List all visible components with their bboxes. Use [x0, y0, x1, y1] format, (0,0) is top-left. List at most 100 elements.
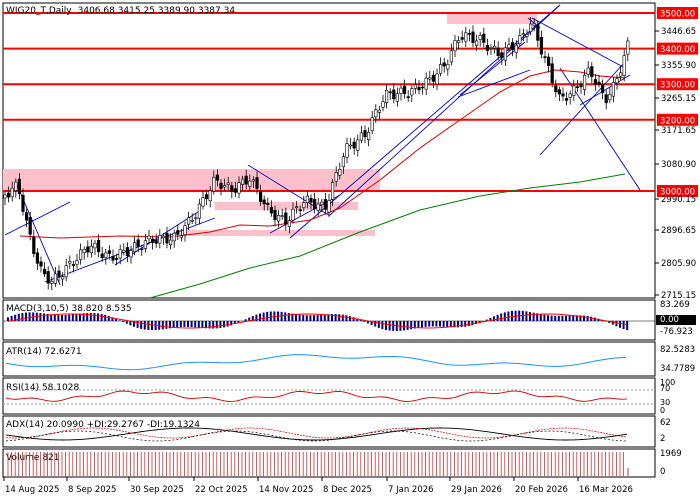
macd-bar-77 [284, 312, 287, 321]
macd-bar-52 [194, 321, 197, 328]
macd-bar-73 [269, 311, 272, 321]
trendline-11 [531, 17, 626, 69]
macd-bar-94 [345, 315, 348, 321]
level-label-3: 3200.00 [660, 116, 695, 126]
macd-bar-116 [424, 321, 427, 327]
candle-body-112 [406, 96, 410, 98]
macd-bar-49 [183, 321, 186, 327]
macd-bar-44 [165, 321, 168, 329]
macd-bar-78 [287, 312, 290, 321]
candle-body-94 [341, 156, 346, 168]
candle-body-160 [579, 84, 583, 88]
macd-bar-46 [172, 321, 175, 328]
macd-bar-133 [485, 319, 488, 321]
macd-bar-167 [608, 321, 611, 324]
candle-body-85 [309, 197, 313, 203]
time-label-4: 14 Nov 2025 [259, 485, 313, 495]
macd-bar-106 [388, 321, 391, 331]
macd-bar-34 [129, 321, 132, 326]
moving-averages [19, 69, 626, 299]
macd-bar-147 [536, 313, 539, 321]
macd-bar-82 [302, 314, 305, 321]
candle-body-12 [46, 271, 50, 284]
macd-bar-37 [140, 321, 143, 329]
macd-bar-102 [374, 321, 377, 327]
candle-body-169 [611, 82, 615, 97]
macd-bar-98 [359, 320, 362, 321]
atr-label: ATR(14) 72.6271 [6, 347, 82, 357]
macd-bar-107 [392, 321, 395, 331]
candle-body-96 [348, 144, 353, 147]
candle-body-0 [3, 194, 7, 199]
adx-tick-1: 2 [660, 434, 665, 444]
candle-body-19 [71, 264, 75, 266]
candle-body-131 [474, 40, 479, 46]
macd-bar-66 [244, 319, 247, 321]
candle-body-117 [424, 77, 428, 90]
candle-body-170 [615, 78, 619, 84]
candle-body-101 [366, 131, 371, 140]
macd-bar-68 [251, 316, 254, 321]
level-label-4: 3000.00 [660, 188, 695, 198]
macd-signal-line [7, 313, 627, 329]
candle-body-42 [154, 240, 158, 244]
macd-bar-48 [179, 321, 182, 328]
macd-bar-80 [295, 314, 297, 321]
macd-bar-138 [503, 312, 506, 321]
macd-bar-155 [565, 315, 567, 321]
candle-body-93 [338, 169, 342, 176]
macd-tick-2: -76.923 [660, 327, 693, 337]
candle-body-164 [593, 79, 597, 85]
macd-bar-117 [428, 321, 431, 327]
candle-body-8 [32, 236, 36, 254]
macd-bar-111 [406, 321, 409, 330]
macd-bar-105 [385, 321, 387, 330]
candle-body-29 [107, 250, 111, 254]
macd-bar-53 [197, 321, 200, 328]
candle-body-84 [305, 195, 310, 203]
adx-line [5, 427, 628, 441]
candle-body-162 [586, 67, 590, 75]
candle-body-48 [176, 230, 180, 235]
candle-body-76 [276, 215, 281, 222]
macd-bar-150 [547, 315, 549, 321]
macd-bar-151 [550, 315, 553, 321]
macd-bar-87 [320, 314, 323, 321]
time-label-7: 29 Jan 2026 [451, 485, 502, 495]
macd-bar-90 [331, 314, 333, 321]
macd-bar-5 [25, 312, 27, 321]
macd-bar-67 [248, 317, 251, 321]
macd-bar-72 [266, 311, 269, 321]
candle-body-125 [453, 40, 457, 52]
macd-bar-112 [410, 321, 413, 330]
candle-body-159 [575, 86, 579, 88]
candle-body-37 [136, 239, 140, 247]
horizontal-levels [3, 12, 655, 192]
macd-bar-40 [151, 321, 153, 331]
candle-body-3 [14, 181, 18, 191]
macd-bar-45 [169, 321, 171, 329]
candle-body-151 [546, 56, 551, 66]
candle-body-43 [158, 235, 162, 244]
candle-body-10 [39, 261, 43, 267]
candle-body-110 [399, 87, 403, 94]
candle-body-30 [111, 256, 115, 261]
candle-body-55 [201, 197, 205, 207]
candle-body-39 [143, 240, 148, 249]
candle-body-51 [187, 217, 191, 225]
macd-bar-131 [478, 321, 481, 323]
macd-bar-32 [122, 321, 125, 323]
candle-body-27 [100, 253, 104, 258]
candle-body-44 [161, 235, 166, 239]
time-label-0: 14 Aug 2025 [5, 485, 59, 495]
macd-bar-83 [305, 315, 308, 321]
candle-body-35 [129, 250, 133, 258]
candle-body-75 [273, 209, 277, 221]
macd-bar-115 [421, 321, 423, 328]
macd-bar-79 [291, 313, 294, 321]
macd-bar-14 [57, 314, 60, 321]
candle-body-38 [140, 248, 144, 251]
macd-bar-153 [557, 315, 560, 321]
candle-body-31 [115, 258, 119, 260]
candle-body-81 [294, 206, 299, 209]
